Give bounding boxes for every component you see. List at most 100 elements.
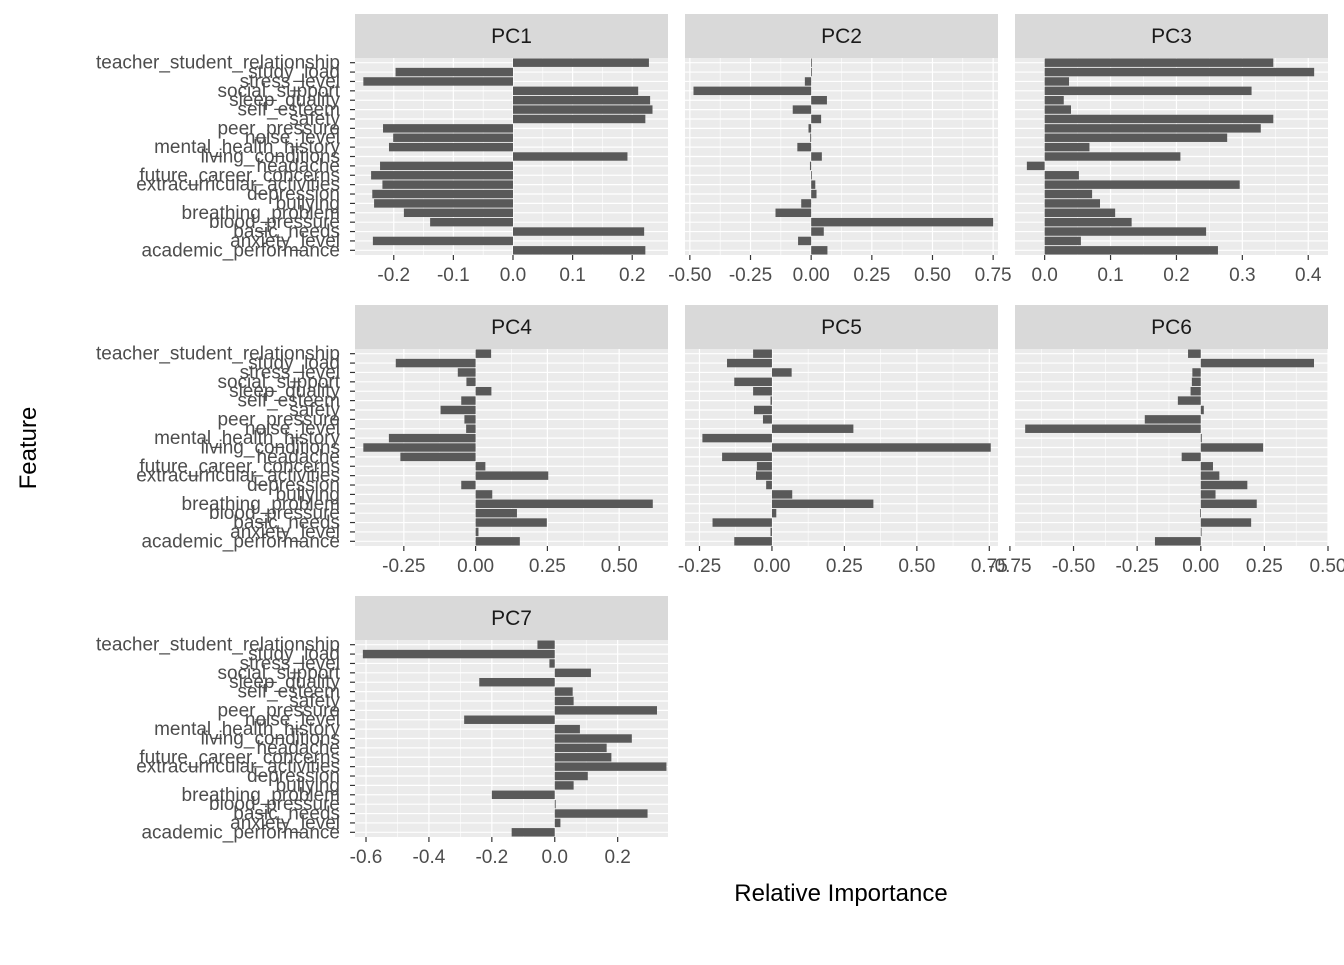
- bar-pc6-future_career_concerns: [1200, 462, 1213, 471]
- bar-pc6-study_load: [1200, 358, 1315, 368]
- bar-pc3-living_conditions: [1044, 152, 1181, 161]
- bar-pc6-blood_pressure: [1200, 508, 1201, 518]
- feature-label: study_load: [248, 62, 340, 83]
- feature-label: basic_needs: [233, 804, 340, 825]
- feature-label: living_conditions: [201, 729, 340, 750]
- feature-label: extracurricular_activities: [136, 466, 340, 487]
- bar-pc1-academic_performance: [512, 246, 646, 255]
- bar-pc3-bullying: [1044, 199, 1101, 208]
- x-tick-label: 0.75: [971, 556, 1008, 577]
- bar-pc7-extracurricular_activities: [554, 762, 667, 771]
- x-tick-label: 0.25: [529, 556, 566, 577]
- facet-panel-pc2: PC2 -0.50 -0.25 0.00 0.25 0.50 0.75: [668, 14, 1012, 286]
- feature-label: self_esteem: [238, 391, 340, 412]
- bar-pc2-depression: [811, 189, 817, 199]
- x-tick-label: -0.2: [475, 847, 508, 868]
- facet-panel-pc6: PC6 -0.75 -0.50 -0.25 0.00 0.25 0.50: [988, 305, 1344, 577]
- bar-pc4-sleep_quality: [475, 386, 492, 396]
- bar-pc5-anxiety_level: [770, 527, 772, 537]
- feature-label: blood_pressure: [209, 503, 340, 524]
- x-tick-label: 0.50: [1310, 556, 1344, 577]
- feature-label: future_career_concerns: [139, 747, 340, 768]
- bar-pc3-study_load: [1044, 67, 1315, 77]
- bar-pc6-anxiety_level: [1200, 527, 1202, 537]
- bar-pc1-peer_pressure: [383, 124, 513, 133]
- feature-label: mental_health_history: [154, 137, 340, 158]
- bar-pc6-self_esteem: [1177, 396, 1201, 405]
- bar-pc4-living_conditions: [363, 443, 476, 452]
- bar-pc1-breathing_problem: [403, 208, 513, 218]
- x-tick-label: -0.1: [437, 265, 470, 286]
- feature-label: stress_level: [240, 653, 340, 674]
- bar-pc1-bullying: [374, 199, 513, 208]
- x-tick-label: 0.25: [853, 265, 890, 286]
- bar-pc6-noise_level: [1025, 424, 1201, 433]
- bar-pc5-safety: [753, 405, 772, 415]
- bar-pc1-basic_needs: [512, 227, 645, 236]
- bar-pc2-peer_pressure: [808, 124, 812, 133]
- bar-pc6-extracurricular_activities: [1200, 471, 1220, 480]
- feature-label: teacher_student_relationship: [96, 344, 340, 365]
- facet-strip: [355, 14, 668, 58]
- feature-label: safety: [289, 400, 340, 421]
- x-tick-label: 0.25: [1246, 556, 1283, 577]
- bar-pc5-bullying: [771, 490, 793, 499]
- bar-pc5-mental_health_history: [702, 433, 772, 443]
- bar-pc3-headache: [1026, 161, 1045, 171]
- bar-pc7-future_career_concerns: [554, 753, 612, 762]
- facet-panel-pc7: PC7 -0.6 -0.4 -0.2 0.0 0.2 teacher_student_rel…: [96, 596, 668, 868]
- bar-pc3-self_esteem: [1044, 105, 1072, 114]
- y-axis-title: Feature: [15, 407, 42, 490]
- bar-pc6-basic_needs: [1200, 518, 1252, 527]
- bar-pc1-depression: [372, 189, 513, 199]
- bar-pc6-headache: [1181, 452, 1201, 462]
- bar-pc5-social_support: [734, 377, 772, 387]
- bar-pc7-study_load: [362, 649, 555, 659]
- x-tick-label: 0.2: [1163, 265, 1189, 286]
- bar-pc1-mental_health_history: [388, 142, 513, 152]
- x-tick-label: -0.25: [382, 556, 425, 577]
- bar-pc7-self_esteem: [554, 687, 573, 696]
- facet-strip-label: PC7: [491, 607, 532, 630]
- feature-label: stress_level: [240, 71, 340, 92]
- feature-label: extracurricular_activities: [136, 175, 340, 196]
- feature-label: noise_level: [245, 710, 340, 731]
- bar-pc1-sleep_quality: [512, 95, 651, 105]
- bar-pc2-academic_performance: [811, 246, 828, 255]
- bar-pc1-study_load: [395, 67, 513, 77]
- x-tick-label: 0.75: [975, 265, 1012, 286]
- bar-pc5-sleep_quality: [753, 386, 772, 396]
- feature-label: future_career_concerns: [139, 165, 340, 186]
- feature-label: bullying: [276, 193, 340, 214]
- bar-pc2-social_support: [693, 86, 812, 96]
- x-tick-label: -0.6: [350, 847, 383, 868]
- bar-pc6-social_support: [1191, 377, 1201, 387]
- facet-strip-label: PC2: [821, 25, 862, 48]
- x-tick-label: 0.00: [753, 556, 790, 577]
- bar-pc7-breathing_problem: [491, 790, 555, 800]
- bar-pc3-anxiety_level: [1044, 236, 1081, 246]
- bar-pc3-teacher_student_relationship: [1044, 58, 1274, 67]
- facet-panel-pc3: PC3 0.0 0.1 0.2 0.3 0.4: [1015, 14, 1328, 286]
- feature-label: living_conditions: [201, 147, 340, 168]
- feature-label: basic_needs: [233, 513, 340, 534]
- feature-label: anxiety_level: [230, 231, 340, 252]
- bar-pc1-safety: [512, 114, 646, 124]
- feature-label: extracurricular_activities: [136, 757, 340, 778]
- x-tick-label: 0.0: [542, 847, 568, 868]
- feature-label: depression: [247, 766, 340, 787]
- bar-pc3-extracurricular_activities: [1044, 180, 1240, 189]
- bar-pc5-stress_level: [771, 368, 792, 377]
- feature-label: sleep_quality: [229, 381, 340, 402]
- bar-pc1-noise_level: [393, 133, 513, 142]
- feature-label: social_support: [217, 663, 340, 684]
- feature-label: bullying: [276, 775, 340, 796]
- x-tick-label: 0.2: [619, 265, 645, 286]
- bar-pc7-safety: [554, 696, 574, 706]
- facet-panel-pc5: PC5 -0.25 0.00 0.25 0.50 0.75: [678, 305, 1008, 577]
- x-tick-label: -0.25: [729, 265, 772, 286]
- bar-pc6-living_conditions: [1200, 443, 1264, 452]
- feature-label: future_career_concerns: [139, 456, 340, 477]
